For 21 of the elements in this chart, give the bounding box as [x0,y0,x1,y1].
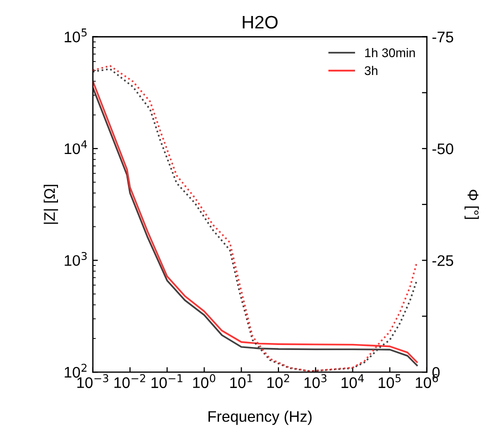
x-tick-label: 10$^{0}$ [193,374,216,388]
y2-tick-label: -75 [432,32,454,42]
y-axis-title: |Z| [Ω] [44,184,58,224]
y-tick-label: 10$^{2}$ [64,364,86,378]
y-tick-label: 10$^{3}$ [64,252,87,266]
y-tick-label: 10$^{5}$ [64,28,87,42]
x-tick-label: 10$^{4}$ [342,374,364,388]
chart-title: H2O [242,16,278,29]
y2-tick-label: -50 [432,143,454,154]
x-tick-label: 10$^{−1}$ [152,374,182,388]
x-tick-label: 10$^{3}$ [304,374,326,388]
legend-label: 1h 30min [365,48,415,58]
x-tick-label: 10$^{1}$ [230,374,252,388]
x-tick-label: 10$^{2}$ [267,374,290,388]
x-axis-title: Frequency (Hz) [208,410,312,425]
x-tick-label: 10$^{−2}$ [114,374,146,388]
legend-label: 3h [364,66,378,76]
y2-axis-title: Φ [°] [464,190,479,219]
x-tick-label: 10$^{5}$ [378,374,401,388]
y-tick-label: 10$^{4}$ [64,140,87,154]
y2-tick-label: -25 [432,255,454,266]
